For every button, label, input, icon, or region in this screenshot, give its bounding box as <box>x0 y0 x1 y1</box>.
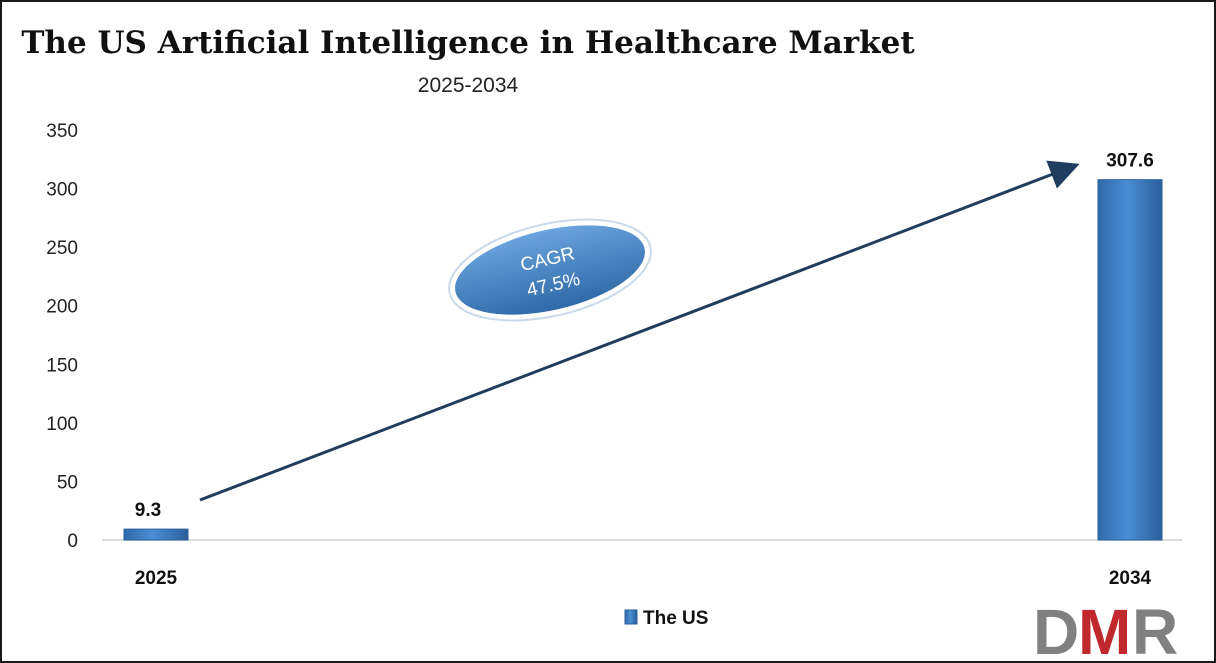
x-tick-label: 2034 <box>1109 568 1152 589</box>
y-tick-label: 150 <box>46 355 78 376</box>
x-tick-label: 2025 <box>135 568 178 589</box>
logo-letter-r: R <box>1132 596 1178 661</box>
y-tick-label: 100 <box>46 414 78 435</box>
legend-swatch <box>624 609 638 625</box>
y-axis: 0 50 100 150 200 250 300 350 <box>46 121 78 552</box>
cagr-ellipse <box>455 225 645 315</box>
bar-2025 <box>123 528 189 541</box>
logo-letter-d: D <box>1033 596 1079 661</box>
cagr-arrow <box>199 160 1080 502</box>
bar-2034 <box>1097 179 1163 541</box>
bars-group: 9.3 2025 307.6 2034 <box>123 151 1163 589</box>
chart-title: The US Artificial Intelligence in Health… <box>21 25 915 61</box>
y-tick-label: 50 <box>57 472 78 493</box>
y-tick-label: 0 <box>67 531 78 552</box>
y-tick-label: 300 <box>46 180 78 201</box>
y-tick-label: 200 <box>46 297 78 318</box>
y-tick-label: 350 <box>46 121 78 142</box>
legend: The US <box>624 608 708 629</box>
dmr-logo: D M R <box>1033 596 1178 661</box>
data-label-2025: 9.3 <box>135 500 161 521</box>
legend-label: The US <box>643 608 708 629</box>
data-label-2034: 307.6 <box>1106 151 1154 172</box>
y-tick-label: 250 <box>46 238 78 259</box>
cagr-annotation: CAGR 47.5% <box>448 218 652 322</box>
logo-letter-m: M <box>1078 596 1131 661</box>
chart-subtitle: 2025-2034 <box>418 74 519 97</box>
